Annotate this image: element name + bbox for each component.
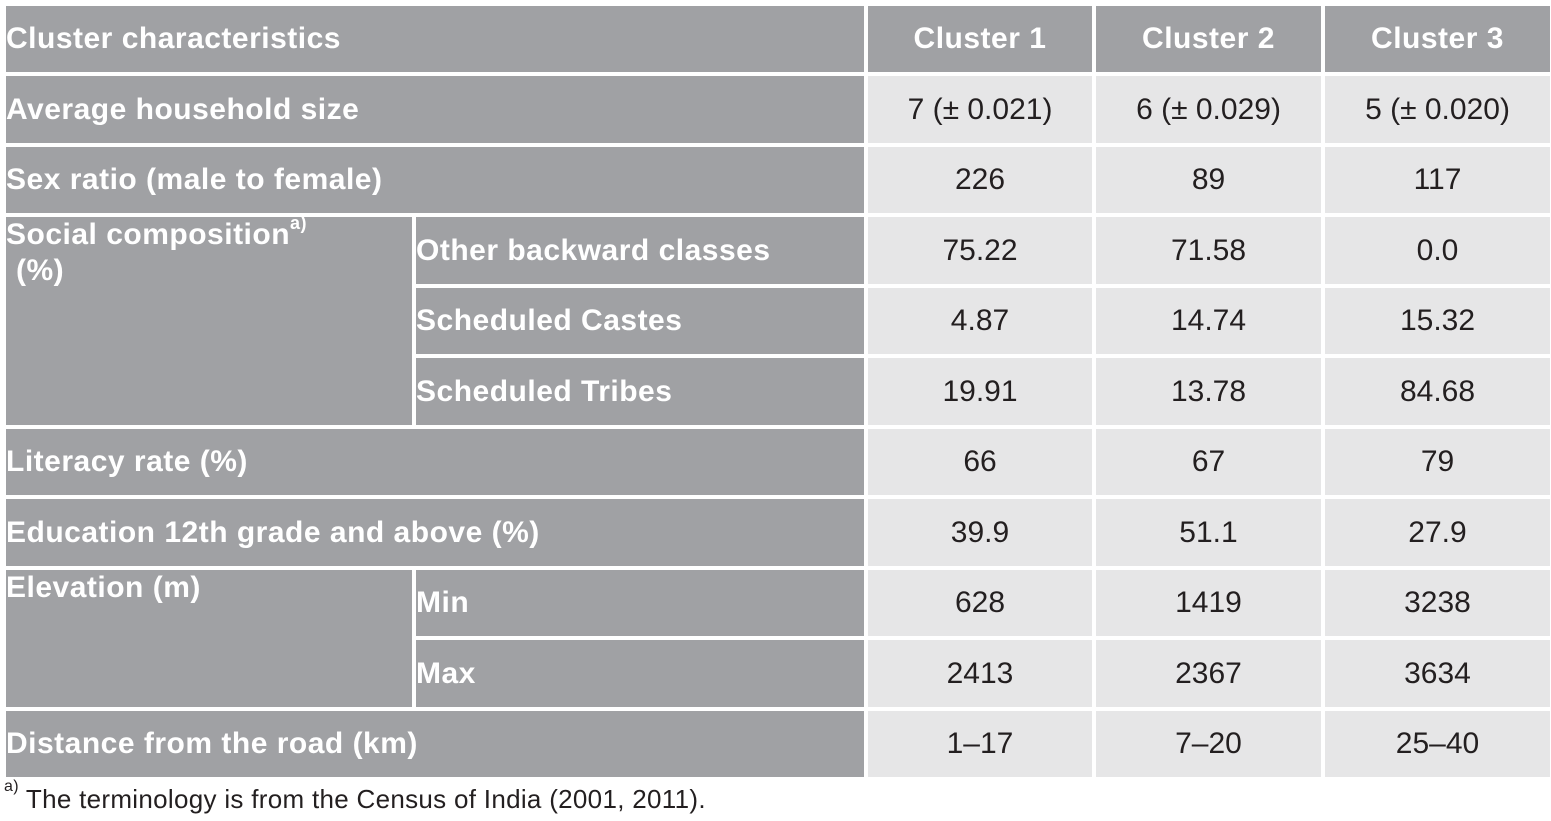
cell-value: 51.1 <box>1092 495 1325 570</box>
cluster-characteristics-table: Cluster characteristics Cluster 1 Cluste… <box>2 2 1551 781</box>
cell-value: 79 <box>1321 425 1551 499</box>
table-row: Max 2413 2367 3634 <box>4 636 1551 711</box>
table-row: Scheduled Tribes 19.91 13.78 84.68 <box>4 354 1551 429</box>
cell-value: 0.0 <box>1321 213 1551 288</box>
header-cluster-characteristics: Cluster characteristics <box>2 2 868 76</box>
row-label-social-composition: Social compositiona) (%) <box>2 213 416 429</box>
footnote-text: The terminology is from the Census of In… <box>18 784 706 814</box>
cell-value: 5 (± 0.020) <box>1321 72 1551 147</box>
table-row: Education 12th grade and above (%) 39.9 … <box>2 495 1551 570</box>
subrow-label-obc: Other backward classes <box>412 213 868 288</box>
social-composition-unit: (%) <box>16 254 65 287</box>
header-row: Cluster characteristics Cluster 1 Cluste… <box>2 2 1551 76</box>
cell-value: 3634 <box>1321 636 1551 711</box>
table-row: Social compositiona) (%) Other backward … <box>2 213 1551 429</box>
row-label-education: Education 12th grade and above (%) <box>2 495 868 570</box>
cell-value: 13.78 <box>1092 354 1325 429</box>
cell-value: 71.58 <box>1092 213 1325 288</box>
cell-value: 84.68 <box>1321 354 1551 429</box>
row-label-distance-road: Distance from the road (km) <box>2 707 868 781</box>
row-label-household-size: Average household size <box>2 72 868 147</box>
cell-value: 25–40 <box>1321 707 1551 781</box>
cell-value: 1419 <box>1092 566 1325 640</box>
cell-value: 6 (± 0.029) <box>1092 72 1325 147</box>
subrow-label-min: Min <box>412 566 868 640</box>
cell-value: 226 <box>864 143 1096 217</box>
cell-value: 19.91 <box>864 354 1096 429</box>
cell-value: 2367 <box>1092 636 1325 711</box>
row-label-sex-ratio: Sex ratio (male to female) <box>2 143 868 217</box>
header-cluster-2: Cluster 2 <box>1092 2 1325 76</box>
table-row: Distance from the road (km) 1–17 7–20 25… <box>2 707 1551 781</box>
subrow-label-max: Max <box>412 636 868 711</box>
subrow-label-scheduled-tribes: Scheduled Tribes <box>412 354 868 429</box>
cell-value: 15.32 <box>1321 284 1551 358</box>
cell-value: 66 <box>864 425 1096 499</box>
cell-value: 27.9 <box>1321 495 1551 570</box>
header-cluster-1: Cluster 1 <box>864 2 1096 76</box>
table-footnote: a) The terminology is from the Census of… <box>4 778 706 815</box>
cell-value: 3238 <box>1321 566 1551 640</box>
cell-value: 14.74 <box>1092 284 1325 358</box>
cell-value: 7 (± 0.021) <box>864 72 1096 147</box>
table-row: Literacy rate (%) 66 67 79 <box>2 425 1551 499</box>
footnote-marker: a) <box>290 213 308 233</box>
social-composition-label: Social composition <box>6 218 291 251</box>
cell-value: 7–20 <box>1092 707 1325 781</box>
cell-value: 89 <box>1092 143 1325 217</box>
table-row: Sex ratio (male to female) 226 89 117 <box>2 143 1551 217</box>
cell-value: 1–17 <box>864 707 1096 781</box>
cell-value: 117 <box>1321 143 1551 217</box>
row-label-literacy-rate: Literacy rate (%) <box>2 425 868 499</box>
cell-value: 628 <box>864 566 1096 640</box>
cell-value: 67 <box>1092 425 1325 499</box>
header-cluster-3: Cluster 3 <box>1321 2 1551 76</box>
cell-value: 75.22 <box>864 213 1096 288</box>
row-label-elevation: Elevation (m) <box>2 566 416 711</box>
table-row: Average household size 7 (± 0.021) 6 (± … <box>2 72 1551 147</box>
footnote-marker: a) <box>4 778 19 795</box>
table-row: Scheduled Castes 4.87 14.74 15.32 <box>4 284 1551 358</box>
table-row: Elevation (m) Min 628 1419 3238 <box>2 566 1551 711</box>
cell-value: 2413 <box>864 636 1096 711</box>
cell-value: 4.87 <box>864 284 1096 358</box>
subrow-label-scheduled-castes: Scheduled Castes <box>412 284 868 358</box>
cell-value: 39.9 <box>864 495 1096 570</box>
